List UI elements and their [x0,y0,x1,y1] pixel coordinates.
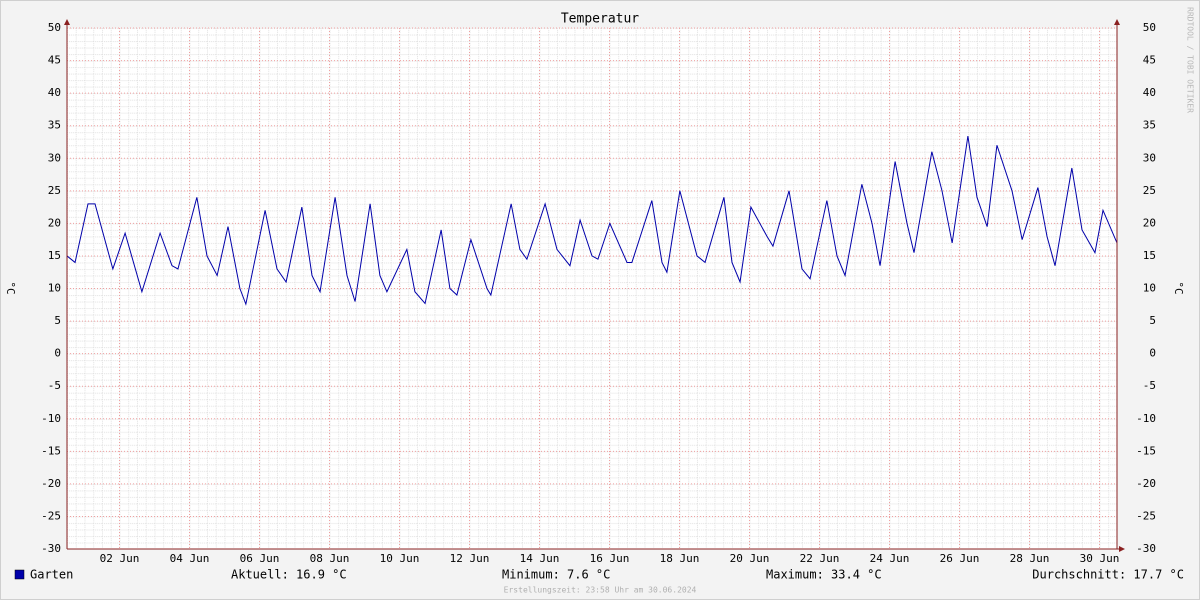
y-tick-label: 35 [48,119,61,132]
y2-tick-label: 50 [1143,21,1156,34]
y2-tick-label: -25 [1136,509,1156,522]
y2-tick-label: 0 [1149,347,1156,360]
y2-tick-label: 5 [1149,314,1156,327]
legend-stat: Durchschnitt: 17.7 °C [1032,568,1184,582]
y-tick-label: 30 [48,151,61,164]
y2-tick-label: 30 [1143,151,1156,164]
x-tick-label: 06 Jun [240,552,280,565]
y2-tick-label: -5 [1143,379,1156,392]
legend-stat: Aktuell: 16.9 °C [231,568,347,582]
legend-stat: Minimum: 7.6 °C [502,568,610,582]
chart-title: Temperatur [561,12,639,27]
y2-tick-label: -10 [1136,412,1156,425]
plot-layer [66,27,1118,550]
axis-arrow [1119,546,1125,552]
y-tick-label: 40 [48,86,61,99]
legend-swatch [14,569,25,580]
y-tick-label: -10 [41,412,61,425]
y2-tick-label: 35 [1143,119,1156,132]
x-tick-label: 20 Jun [730,552,770,565]
y2-axis-label: °C [1172,281,1185,294]
y2-tick-label: 15 [1143,249,1156,262]
y2-tick-label: 45 [1143,54,1156,67]
y-axis-label: °C [4,281,17,294]
y-tick-label: -20 [41,477,61,490]
y-tick-label: 10 [48,282,61,295]
y2-tick-label: -20 [1136,477,1156,490]
y2-tick-label: 40 [1143,86,1156,99]
data-line [66,136,1118,306]
y-tick-label: 20 [48,216,61,229]
x-tick-label: 28 Jun [1010,552,1050,565]
x-tick-label: 24 Jun [870,552,910,565]
y-tick-label: 25 [48,184,61,197]
x-tick-label: 02 Jun [100,552,140,565]
x-tick-label: 08 Jun [310,552,350,565]
y-tick-label: -5 [48,379,61,392]
y-tick-label: -25 [41,509,61,522]
y2-tick-label: 25 [1143,184,1156,197]
legend-label: Garten [30,568,73,582]
watermark: RRDTOOL / TOBI OETIKER [1186,7,1195,113]
y2-tick-label: 10 [1143,282,1156,295]
x-tick-label: 30 Jun [1080,552,1120,565]
axis-arrow [1114,19,1120,25]
y-tick-label: 45 [48,54,61,67]
x-tick-label: 14 Jun [520,552,560,565]
x-tick-label: 04 Jun [170,552,210,565]
x-tick-label: 18 Jun [660,552,700,565]
y2-tick-label: -30 [1136,542,1156,555]
y-tick-label: -15 [41,444,61,457]
x-tick-label: 26 Jun [940,552,980,565]
y-tick-label: -30 [41,542,61,555]
y-tick-label: 5 [54,314,61,327]
x-tick-label: 12 Jun [450,552,490,565]
axis-arrow [64,19,70,25]
x-tick-label: 10 Jun [380,552,420,565]
y2-tick-label: -15 [1136,444,1156,457]
x-tick-label: 16 Jun [590,552,630,565]
legend-stat: Maximum: 33.4 °C [766,568,882,582]
x-tick-label: 22 Jun [800,552,840,565]
y-tick-label: 50 [48,21,61,34]
y2-tick-label: 20 [1143,216,1156,229]
y-tick-label: 0 [54,347,61,360]
y-tick-label: 15 [48,249,61,262]
footer: Erstellungszeit: 23:58 Uhr am 30.06.2024 [504,586,697,595]
